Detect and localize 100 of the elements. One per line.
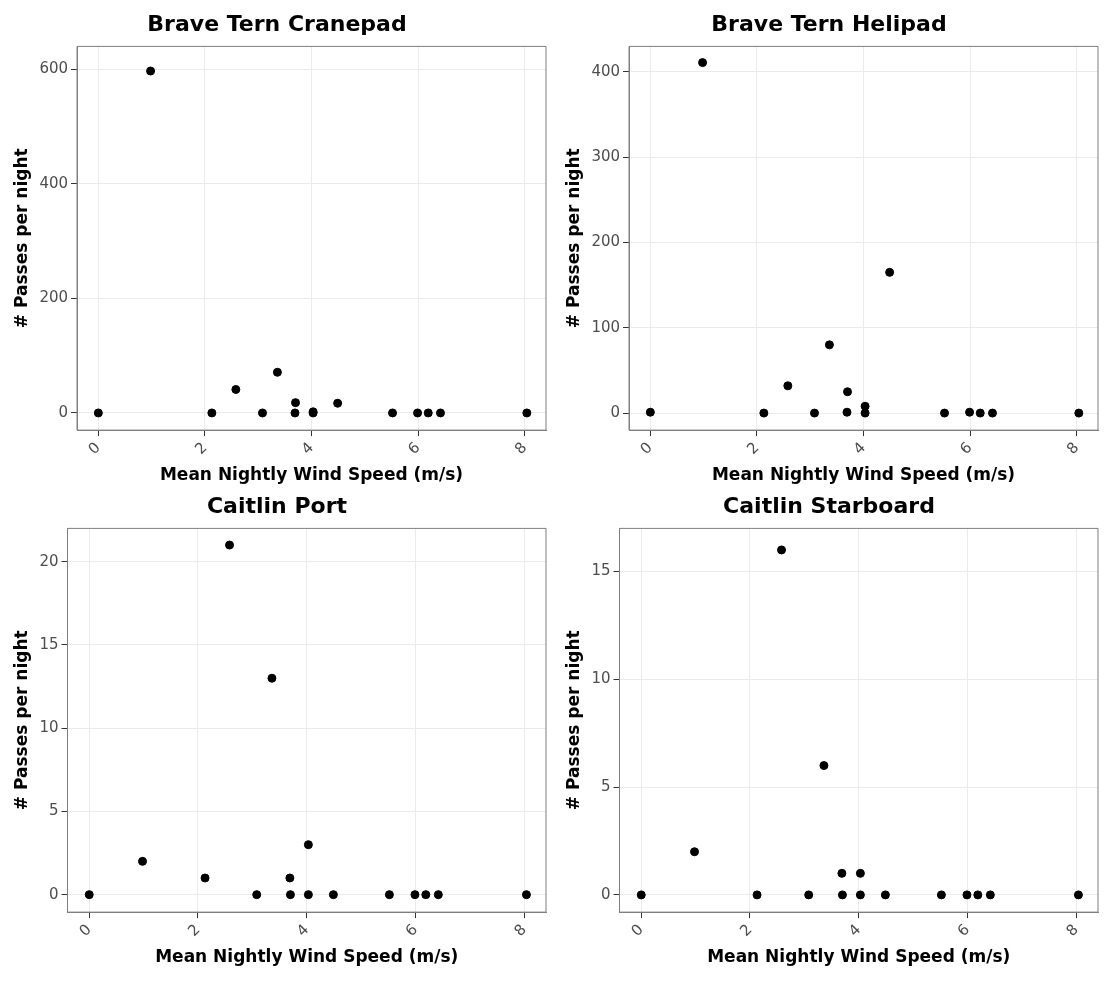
x-axis-title: Mean Nightly Wind Speed (m/s): [707, 946, 1011, 967]
point: [837, 868, 847, 878]
point: [333, 398, 343, 408]
y-tick-label: 300: [591, 147, 621, 166]
x-tick-label: 6: [953, 920, 974, 940]
point: [328, 890, 338, 900]
chart-title: Caitlin Port: [206, 492, 348, 518]
point: [975, 408, 985, 418]
point: [84, 890, 94, 900]
point: [303, 890, 313, 900]
y-tick-label: 5: [600, 776, 611, 795]
point: [759, 408, 769, 418]
point: [433, 890, 443, 900]
y-tick-label: 600: [39, 59, 69, 78]
point: [231, 384, 241, 394]
y-tick-label: 15: [39, 634, 59, 653]
x-tick-label: 4: [849, 438, 870, 458]
point: [962, 890, 972, 900]
point: [880, 890, 890, 900]
point: [410, 890, 420, 900]
y-tick-label: 0: [58, 402, 69, 421]
point: [413, 408, 423, 418]
point: [804, 890, 814, 900]
x-tick-label: 0: [627, 920, 647, 940]
point: [290, 408, 300, 418]
point: [842, 407, 852, 417]
y-axis-title: # Passes per night: [562, 630, 583, 811]
y-tick-label: 5: [48, 801, 59, 820]
point: [783, 381, 793, 391]
point: [1074, 408, 1084, 418]
point: [267, 673, 277, 683]
point: [819, 761, 829, 771]
point: [423, 408, 433, 418]
point: [936, 890, 946, 900]
point: [421, 890, 431, 900]
x-tick-label: 4: [292, 920, 313, 940]
point: [521, 890, 531, 900]
y-tick-label: 10: [39, 718, 59, 737]
x-tick-label: 0: [636, 438, 656, 458]
point: [985, 890, 995, 900]
y-tick-label: 200: [591, 232, 621, 251]
x-axis-title: Mean Nightly Wind Speed (m/s): [711, 464, 1016, 485]
x-tick-label: 2: [191, 438, 211, 458]
point: [885, 267, 895, 277]
point: [837, 890, 847, 900]
y-tick-label: 15: [591, 561, 611, 580]
x-tick-label: 8: [1062, 438, 1083, 458]
point: [285, 890, 295, 900]
point: [252, 890, 262, 900]
point: [257, 408, 267, 418]
x-tick-label: 8: [510, 438, 531, 458]
x-tick-label: 2: [736, 920, 756, 940]
x-tick-label: 8: [1062, 920, 1082, 940]
x-tick-label: 0: [84, 438, 104, 458]
x-tick-label: 6: [404, 438, 424, 458]
x-axis-title: Mean Nightly Wind Speed (m/s): [155, 946, 459, 967]
point: [272, 367, 282, 377]
point: [522, 408, 532, 418]
point: [855, 868, 865, 878]
point: [698, 58, 708, 68]
y-tick-label: 0: [610, 402, 621, 421]
point: [146, 66, 156, 76]
x-tick-label: 0: [75, 920, 95, 940]
point: [645, 407, 655, 417]
x-tick-label: 4: [844, 920, 865, 940]
point: [138, 856, 148, 866]
point: [435, 408, 445, 418]
y-tick-label: 0: [48, 884, 59, 903]
point: [285, 873, 295, 883]
y-tick-label: 200: [39, 288, 69, 307]
chart-title: Brave Tern Cranepad: [147, 10, 407, 36]
point: [225, 540, 235, 550]
point: [843, 387, 853, 397]
x-tick-label: 8: [510, 920, 530, 940]
point: [207, 408, 217, 418]
y-tick-label: 100: [591, 317, 621, 336]
point: [200, 873, 210, 883]
point: [1073, 890, 1083, 900]
point: [965, 407, 975, 417]
y-tick-label: 400: [39, 173, 69, 192]
point: [809, 408, 819, 418]
y-tick-label: 400: [591, 61, 621, 80]
point: [291, 398, 301, 408]
point: [987, 408, 997, 418]
chart-title: Brave Tern Helipad: [711, 10, 947, 36]
x-tick-label: 6: [401, 920, 422, 940]
y-tick-label: 20: [39, 551, 59, 570]
point: [93, 408, 103, 418]
y-tick-label: 0: [600, 884, 611, 903]
y-axis-title: # Passes per night: [10, 148, 31, 329]
y-axis-title: # Passes per night: [10, 630, 31, 811]
y-tick-label: 10: [591, 669, 611, 688]
point: [384, 890, 394, 900]
point: [690, 847, 700, 857]
chart-title: Caitlin Starboard: [723, 492, 935, 518]
point: [303, 840, 313, 850]
point: [940, 408, 950, 418]
x-tick-label: 6: [956, 438, 976, 458]
y-axis-title: # Passes per night: [562, 148, 583, 329]
point: [824, 340, 834, 350]
